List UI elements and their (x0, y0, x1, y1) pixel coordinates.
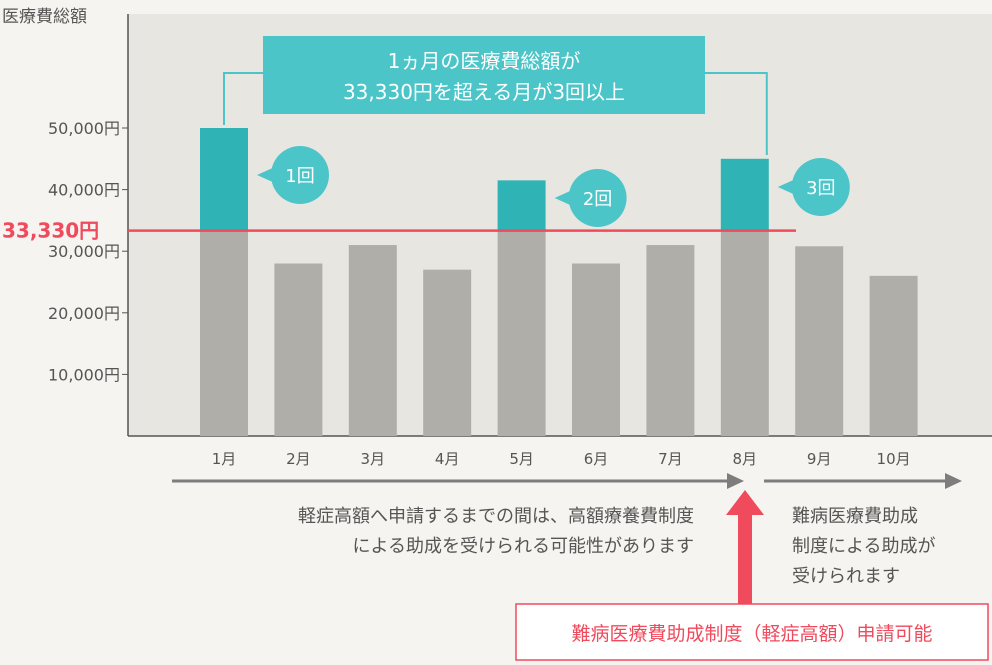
note-left-line-1: 軽症高額へ申請するまでの間は、高額療養費制度 (298, 506, 694, 527)
bar (795, 246, 844, 436)
y-tick-label: 30,000円 (48, 242, 120, 261)
x-tick-label: 5月 (509, 450, 534, 468)
bar-excess (200, 128, 248, 231)
x-tick-label: 6月 (584, 450, 609, 468)
x-tick-label: 2月 (286, 450, 311, 468)
note-right-line: 制度による助成が (792, 536, 935, 557)
bar (423, 269, 472, 436)
y-tick-label: 40,000円 (48, 181, 120, 200)
application-label: 難病医療費助成制度（軽症高額）申請可能 (571, 623, 932, 645)
up-arrow-shaft (738, 512, 752, 604)
x-tick-label: 7月 (658, 450, 683, 468)
count-badge (568, 169, 627, 227)
application-box (515, 603, 989, 661)
badge-label: 2回 (583, 189, 612, 210)
y-axis-title: 医療費総額 (2, 7, 87, 27)
x-tick-label: 4月 (435, 450, 460, 468)
bar-excess (720, 158, 769, 231)
bar (200, 230, 248, 436)
bar (348, 245, 397, 436)
up-arrow-head (726, 490, 764, 515)
callout-line-1: 1ヵ月の医療費総額が (388, 49, 581, 73)
bar (274, 263, 323, 436)
timeline-arrowhead-right (945, 473, 962, 489)
bar (497, 230, 546, 436)
bar (869, 275, 918, 436)
badge-label: 1回 (285, 166, 314, 187)
y-tick-label: 50,000円 (48, 119, 120, 138)
threshold-label: 33,330円 (2, 219, 99, 243)
x-tick-label: 8月 (733, 450, 758, 468)
x-tick-label: 9月 (807, 450, 832, 468)
x-tick-label: 1月 (212, 450, 237, 468)
timeline-arrowhead-left (727, 473, 744, 489)
note-right-line: 受けられます (792, 566, 900, 587)
y-tick-label: 10,000円 (48, 365, 120, 384)
bar-excess (497, 180, 546, 231)
bar (720, 230, 769, 436)
bar (646, 245, 695, 436)
note-right-line: 難病医療費助成 (792, 506, 918, 527)
callout-box (263, 36, 705, 114)
note-left-line-2: による助成を受けられる可能性があります (353, 536, 694, 557)
count-badge (271, 146, 329, 204)
x-tick-label: 10月 (877, 450, 911, 468)
bar (572, 263, 620, 436)
badge-label: 3回 (806, 178, 835, 199)
x-tick-label: 3月 (361, 450, 386, 468)
y-tick-label: 20,000円 (48, 304, 120, 323)
count-badge (791, 158, 850, 216)
callout-line-2: 33,330円を超える月が3回以上 (343, 80, 625, 104)
